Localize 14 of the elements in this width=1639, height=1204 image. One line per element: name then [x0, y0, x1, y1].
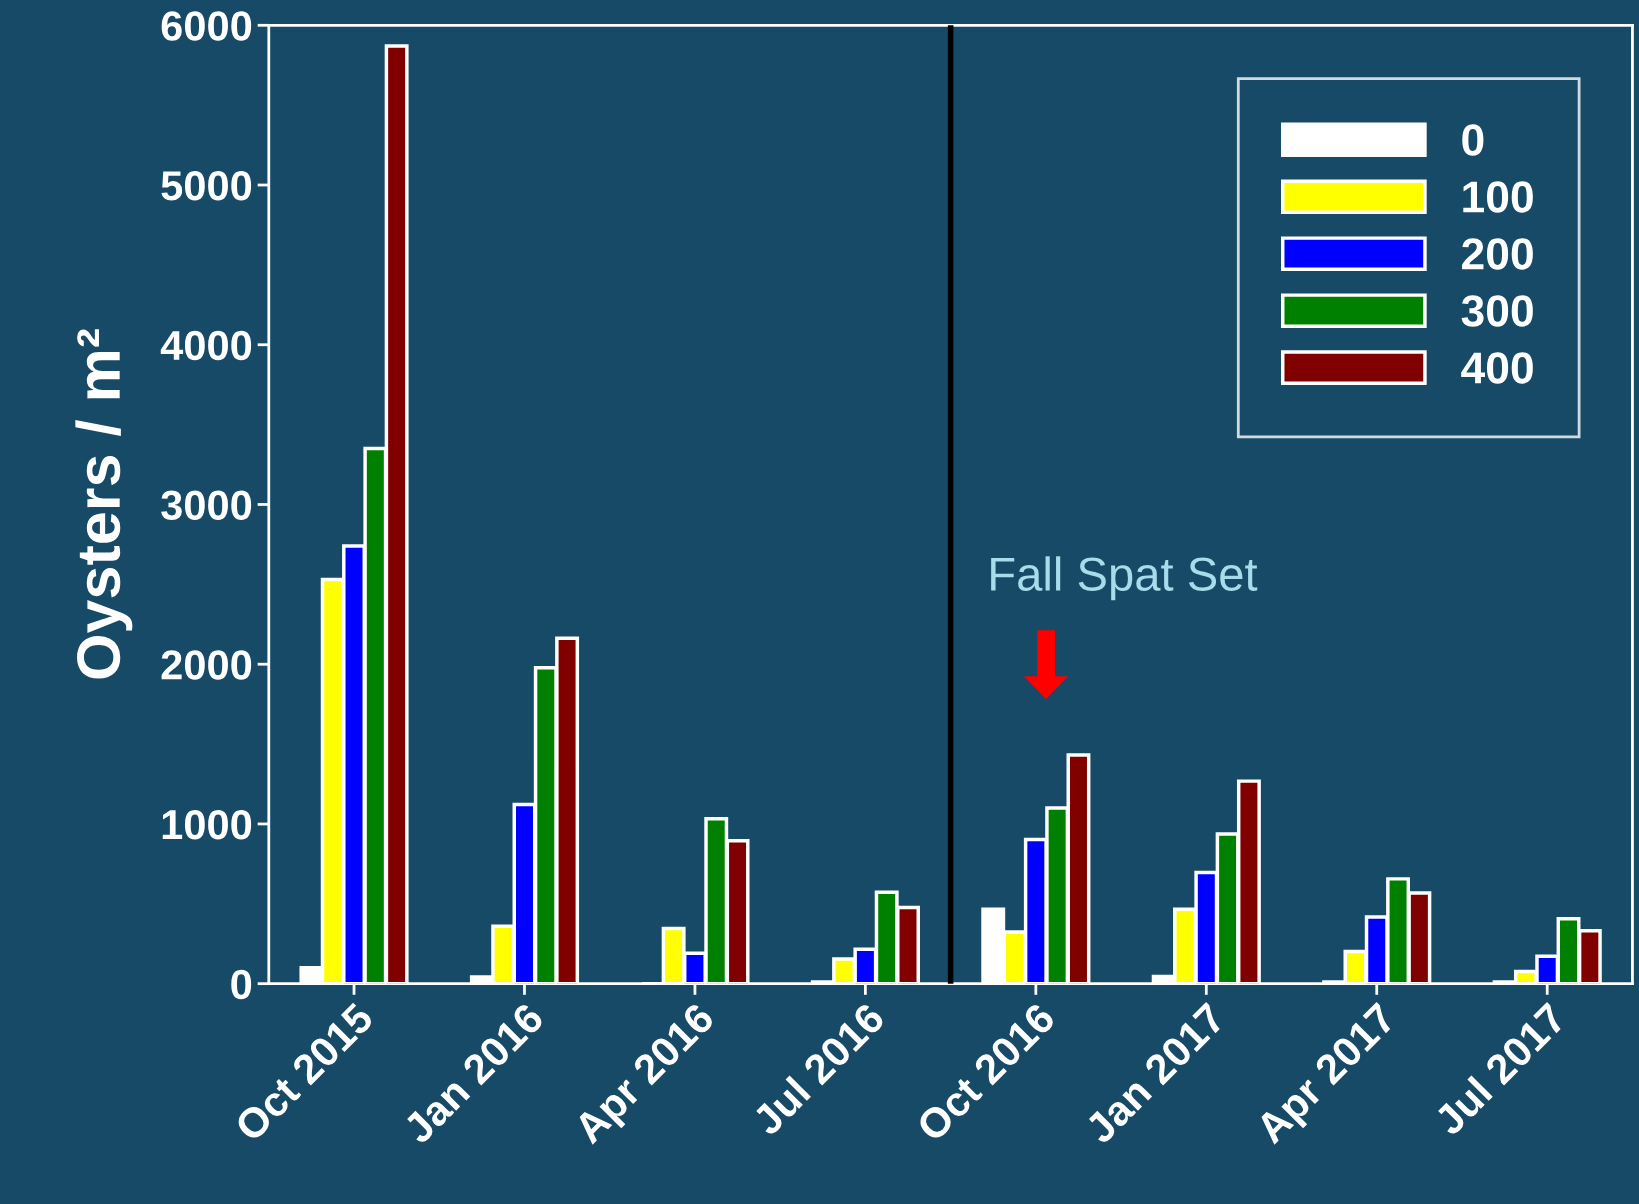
- y-tick-label: 6000: [161, 11, 252, 41]
- y-axis-title: Oysters / m²: [75, 329, 133, 679]
- y-tick-label: 1000: [162, 809, 252, 840]
- legend-label: 400: [1461, 352, 1533, 384]
- y-tick-label: 3000: [161, 490, 252, 521]
- annotation: Fall Spat Set: [991, 556, 1258, 601]
- legend-label: 100: [1463, 181, 1533, 213]
- legend-label: 200: [1462, 238, 1533, 270]
- y-tick-label: 0: [231, 969, 252, 1000]
- legend-label: 300: [1461, 295, 1533, 327]
- y-tick-label: 4000: [160, 330, 252, 361]
- y-tick-label: 5000: [161, 171, 252, 201]
- y-tick-label: 2000: [161, 650, 252, 680]
- legend-label: 0: [1462, 124, 1484, 156]
